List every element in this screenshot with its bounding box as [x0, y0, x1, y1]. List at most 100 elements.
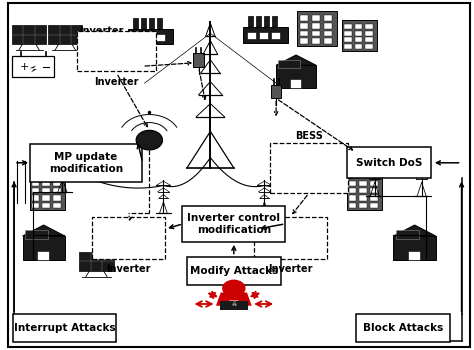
Bar	[116, 226, 123, 231]
Text: Modify Attacks: Modify Attacks	[190, 266, 278, 276]
Polygon shape	[393, 225, 436, 236]
Bar	[32, 203, 39, 208]
Bar	[355, 24, 362, 29]
Circle shape	[293, 239, 297, 241]
Bar	[270, 143, 348, 193]
Text: Inverter: Inverter	[106, 264, 150, 274]
Bar	[53, 203, 61, 208]
Bar	[300, 38, 309, 44]
Bar	[271, 225, 310, 246]
Bar	[32, 188, 39, 193]
Bar	[128, 29, 173, 44]
Bar	[324, 23, 332, 29]
Bar	[42, 203, 50, 208]
Bar	[243, 27, 288, 43]
Bar	[271, 32, 280, 40]
Bar	[29, 177, 65, 210]
Text: Interrupt Attacks: Interrupt Attacks	[14, 323, 116, 334]
Bar	[272, 16, 277, 28]
Bar	[149, 18, 154, 30]
Bar	[264, 16, 269, 28]
Bar	[247, 32, 255, 40]
Bar	[193, 53, 204, 66]
Bar	[80, 41, 122, 63]
Bar	[133, 18, 138, 30]
Text: Inverter: Inverter	[268, 264, 312, 274]
Bar	[157, 18, 162, 30]
Bar	[281, 228, 288, 233]
Bar	[42, 181, 50, 186]
Bar	[370, 181, 377, 186]
Bar	[370, 203, 377, 208]
Bar	[37, 251, 49, 260]
Polygon shape	[29, 65, 37, 72]
Bar	[254, 217, 327, 259]
Text: MP update
modification: MP update modification	[49, 152, 123, 174]
Bar	[53, 181, 61, 186]
Bar	[100, 44, 108, 49]
Bar	[23, 236, 65, 260]
Bar	[248, 16, 253, 28]
Bar	[108, 226, 115, 231]
Bar	[42, 188, 50, 193]
Bar	[110, 44, 118, 49]
Circle shape	[104, 55, 108, 58]
Bar	[300, 23, 309, 29]
Circle shape	[280, 239, 283, 241]
Bar	[29, 144, 142, 182]
Bar	[324, 38, 332, 44]
Bar	[370, 188, 377, 193]
Circle shape	[100, 52, 111, 61]
Bar	[13, 314, 117, 342]
Bar	[290, 79, 301, 88]
Bar	[346, 147, 431, 178]
Bar	[356, 314, 450, 342]
Bar	[82, 44, 90, 49]
Text: BESS: BESS	[295, 131, 323, 141]
Polygon shape	[276, 55, 316, 65]
Text: ☠: ☠	[231, 302, 236, 307]
Bar	[396, 230, 419, 239]
Text: Inverter control
modification: Inverter control modification	[187, 213, 280, 235]
Bar	[32, 181, 39, 186]
Bar	[342, 20, 377, 51]
Bar	[278, 60, 300, 68]
Bar	[359, 195, 367, 201]
Bar	[349, 188, 356, 193]
Bar	[365, 30, 373, 36]
Bar	[290, 228, 297, 233]
Bar	[299, 228, 306, 233]
Bar	[311, 31, 320, 36]
Circle shape	[103, 234, 113, 242]
Bar	[53, 195, 61, 201]
Bar	[220, 301, 248, 307]
Bar	[311, 15, 320, 21]
Bar	[344, 44, 352, 49]
Bar	[344, 30, 352, 36]
Bar	[273, 228, 280, 233]
Bar	[393, 236, 436, 260]
Bar	[355, 30, 362, 36]
Bar	[349, 195, 356, 201]
Bar	[297, 11, 337, 46]
Bar	[311, 38, 320, 44]
Bar	[355, 44, 362, 49]
Bar	[324, 15, 332, 21]
Bar	[300, 15, 309, 21]
Circle shape	[290, 236, 301, 244]
Text: Inverter: Inverter	[94, 77, 139, 86]
Text: Block Attacks: Block Attacks	[363, 323, 443, 334]
Bar	[132, 34, 141, 41]
Bar	[359, 181, 367, 186]
Bar	[365, 44, 373, 49]
Polygon shape	[216, 293, 252, 306]
Bar	[79, 252, 114, 271]
Circle shape	[116, 234, 127, 242]
Bar	[92, 217, 164, 259]
Bar	[359, 188, 367, 193]
Bar	[220, 307, 248, 310]
Bar	[12, 56, 55, 77]
Bar	[344, 37, 352, 42]
Bar	[42, 195, 50, 201]
Bar	[359, 203, 367, 208]
